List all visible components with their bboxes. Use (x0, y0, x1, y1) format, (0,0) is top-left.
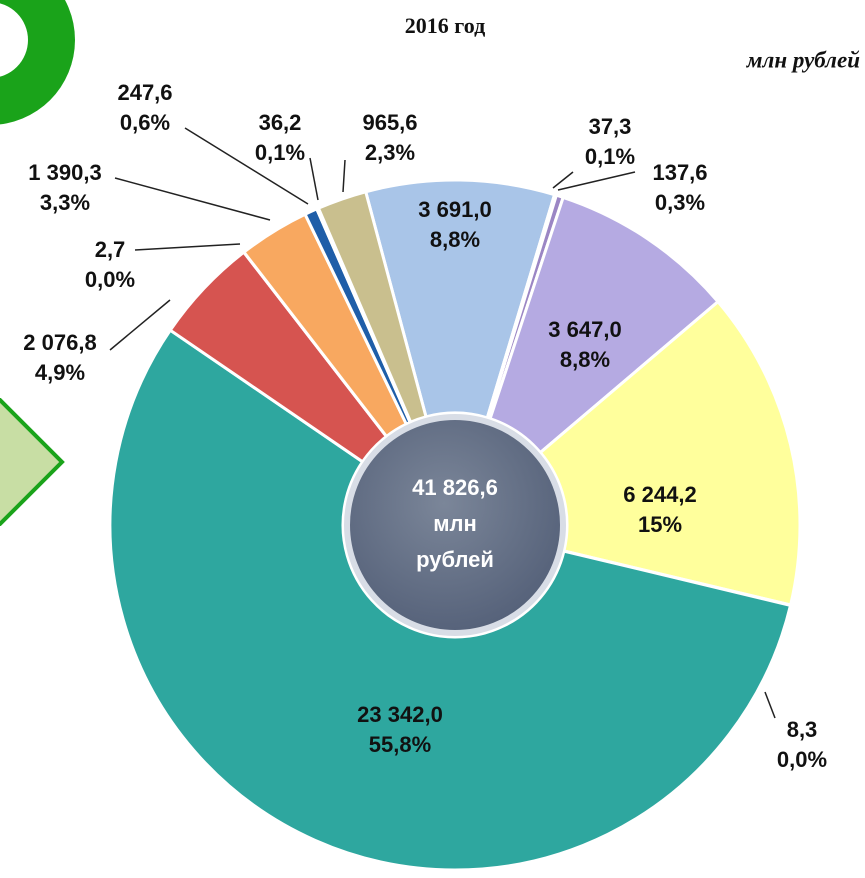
value-label: 3 647,0 (548, 317, 621, 342)
decor-circle-inner (0, 3, 28, 77)
percent-label: 0,6% (120, 110, 170, 135)
leader-line (309, 157, 319, 201)
percent-label: 8,8% (560, 347, 610, 372)
value-label: 137,6 (652, 160, 707, 185)
center-circle (344, 414, 566, 636)
percent-label: 8,8% (430, 227, 480, 252)
leader-line (114, 177, 271, 221)
value-label: 2,7 (95, 237, 126, 262)
slice (108, 328, 793, 872)
slice (316, 189, 428, 425)
percent-label: 3,3% (40, 190, 90, 215)
percent-label: 0,3% (655, 190, 705, 215)
value-label: 1 390,3 (28, 160, 101, 185)
slice (538, 299, 802, 607)
value-label: 23 342,0 (357, 702, 443, 727)
percent-label: 2,3% (365, 140, 415, 165)
value-label: 36,2 (259, 110, 302, 135)
unit-label: млн рублей (746, 47, 860, 72)
value-label: 37,3 (589, 114, 632, 139)
leader-line (342, 159, 346, 193)
percent-label: 0,1% (255, 140, 305, 165)
percent-label: 0,1% (585, 144, 635, 169)
leader-line (552, 171, 574, 189)
percent-label: 0,0% (777, 747, 827, 772)
leader-line (764, 691, 776, 719)
slice (488, 195, 721, 455)
value-label: 8,3 (787, 717, 818, 742)
slices (108, 178, 802, 872)
percent-label: 15% (638, 512, 682, 537)
percent-label: 55,8% (369, 732, 431, 757)
value-label: 247,6 (117, 80, 172, 105)
leader-line (557, 171, 636, 191)
value-label: 6 244,2 (623, 482, 696, 507)
decor-arrow (0, 398, 65, 526)
chart-title: 2016 год (405, 13, 485, 38)
value-label: 3 691,0 (418, 197, 491, 222)
leader-line (134, 243, 241, 251)
leader-line (109, 299, 171, 351)
center-label: млн (433, 511, 477, 536)
percent-label: 0,0% (85, 267, 135, 292)
value-label: 2 076,8 (23, 330, 96, 355)
slice (363, 178, 557, 420)
leader-line (184, 127, 309, 205)
center-label: 41 826,6 (412, 475, 498, 500)
percent-label: 4,9% (35, 360, 85, 385)
center-label: рублей (416, 547, 494, 572)
value-label: 965,6 (362, 110, 417, 135)
labels: 3 691,0 8,8% 37,3 0,1% 137,6 0,3% 3 647,0 8,8% 6… (23, 80, 827, 772)
